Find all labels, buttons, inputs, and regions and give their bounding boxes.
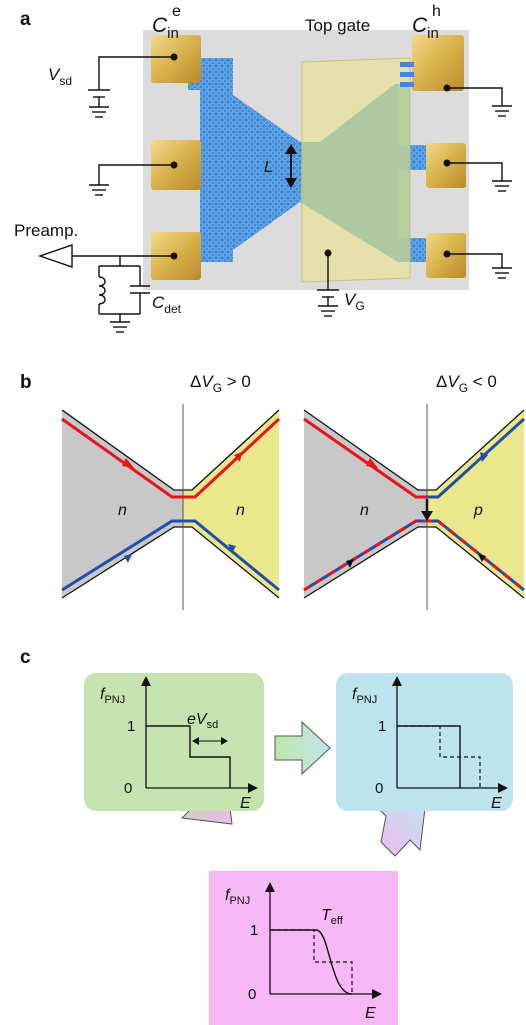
block-arrow-up-right [374,799,427,857]
panel-c: c fPNJ 1 0 E eVsd [20,647,513,1025]
tick-one-1: 1 [127,718,135,735]
distribution-box-thermal [209,871,398,1025]
length-arrow [285,144,297,188]
junction-diagram-right [303,404,526,610]
f-pnj-label-1: fPNJ [100,686,125,706]
arrow-icon [228,544,236,553]
energy-label-1: E [240,795,251,812]
arrow-icon [366,458,378,468]
cin-e-label: Cin [152,14,179,42]
distribution-box-final [336,673,513,811]
arrow-icon [122,458,134,468]
panel-c-label: c [20,647,31,668]
vsd-label: Vsd [48,65,72,88]
top-gate-label: Top gate [305,16,370,35]
arrow-icon [480,452,488,462]
junction-diagram-left [61,404,281,610]
distribution-box-initial [84,673,264,811]
vg-label: VG [344,290,365,313]
cdet-label: Cdet [152,293,182,316]
arrow-down-icon [421,511,433,521]
block-arrow-right [274,720,331,776]
arrow-icon [478,554,486,562]
right-region-label: n [360,502,369,519]
arrow-icon [124,554,132,563]
edge-state-hole-left [61,519,280,592]
right-condition-label: ΔVG < 0 [436,372,497,395]
left-region-label: n [118,502,127,519]
tick-one-2: 1 [378,718,386,735]
preamp-label: Preamp. [14,221,78,240]
f-pnj-label-2: fPNJ [352,686,377,706]
tick-zero-3: 0 [248,986,256,1003]
energy-label-3: E [365,1005,376,1022]
left-condition-label: ΔVG > 0 [190,372,251,395]
bias-label: eVsd [187,711,218,731]
tick-one-3: 1 [250,922,258,939]
right-gate-label: p [473,502,483,519]
arrow-icon [346,559,354,568]
circuit-wires [37,56,512,333]
teff-label: Teff [321,907,344,927]
panel-b: b n n ΔVG > 0 [20,372,526,610]
energy-label-2: E [491,795,502,812]
panel-b-label: b [20,372,32,393]
panel-a: a [14,3,512,333]
left-gate-label: n [236,502,245,519]
cin-e-superscript: e [172,3,181,20]
contact-ground-right-top [412,35,464,91]
top-gate-overlap [300,84,410,262]
cin-h-superscript: h [432,3,441,20]
length-label: L [264,159,273,176]
cin-h-label: Cin [412,14,439,42]
arrow-icon [234,452,242,462]
tick-zero-1: 0 [124,780,132,797]
tick-zero-2: 0 [375,780,383,797]
panel-a-label: a [20,9,31,30]
f-pnj-label-3: fPNJ [225,887,250,907]
